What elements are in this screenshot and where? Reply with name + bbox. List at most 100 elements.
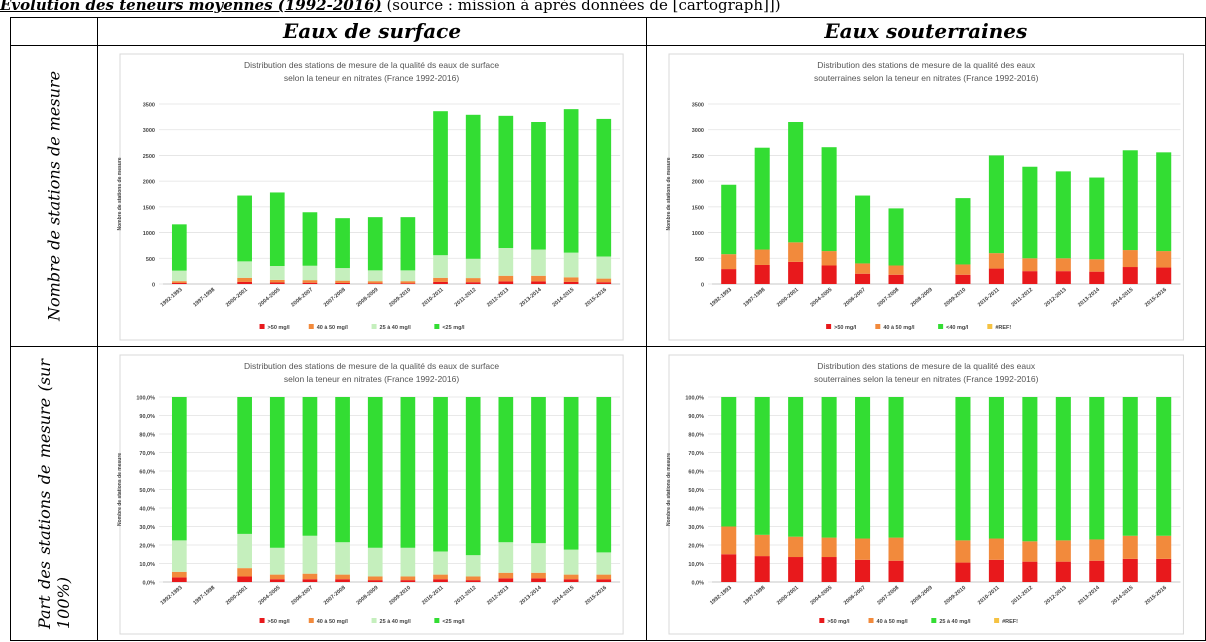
x-tick-label: 2011-2012	[1010, 585, 1034, 606]
y-tick-label: 0,0%	[691, 581, 704, 587]
bar-segment	[754, 264, 770, 284]
y-tick-label: 80,0%	[688, 433, 704, 439]
x-tick-label: 2008-2009	[356, 585, 380, 607]
x-tick-label: 2007-2008	[323, 287, 347, 309]
bar-segment	[400, 270, 416, 282]
bar-segment	[720, 184, 736, 255]
bar-segment	[498, 275, 514, 282]
x-tick-label: 2013-2014	[1077, 584, 1102, 606]
corner-cell	[9, 17, 99, 46]
y-tick-label: 2000	[143, 180, 155, 186]
y-tick-label: 60,0%	[688, 470, 704, 476]
bar-segment	[335, 579, 351, 582]
bar-segment	[821, 537, 837, 558]
y-tick-label: 1000	[691, 231, 703, 237]
bar-segment	[172, 281, 188, 283]
x-tick-label: 1992-1993	[160, 585, 184, 607]
x-tick-label: 2006-2007	[842, 585, 866, 607]
row-label-count: Nombre de stations de mesure	[44, 70, 64, 322]
y-tick-label: 90,0%	[140, 414, 156, 420]
bar-segment	[720, 554, 736, 582]
bar-segment	[888, 560, 904, 582]
y-tick-label: 30,0%	[140, 525, 156, 531]
y-axis-title: Nombre de stations de mesure	[666, 453, 672, 526]
bar-segment	[531, 275, 547, 282]
bar-segment	[368, 281, 384, 284]
bar-segment	[564, 109, 579, 253]
bar-segment	[1088, 397, 1104, 540]
x-tick-label: 2008-2009	[909, 287, 933, 309]
legend-swatch	[993, 618, 999, 623]
bar-segment	[1155, 251, 1171, 268]
bar-segment	[466, 278, 481, 283]
x-tick-label: 2000-2001	[775, 287, 799, 309]
bar-segment	[564, 277, 579, 282]
bar-segment	[466, 555, 481, 577]
bar-segment	[303, 573, 318, 580]
bar-segment	[498, 281, 514, 284]
x-tick-label: 2010-2011	[421, 287, 445, 308]
bar-segment	[596, 278, 612, 283]
bar-segment	[821, 251, 837, 266]
bar-segment	[172, 571, 188, 578]
bar-segment	[400, 547, 416, 577]
column-header-surface: Eaux de surface	[97, 17, 647, 46]
x-tick-label: 2012-2013	[487, 287, 511, 309]
chart-title-line: Distribution des stations de mesure de l…	[244, 361, 499, 371]
x-tick-label: 2012-2013	[1043, 585, 1067, 607]
bar-segment	[172, 270, 188, 282]
legend-swatch	[937, 324, 943, 329]
bar-segment	[335, 280, 351, 283]
bar-segment	[1055, 561, 1071, 582]
bar-segment	[368, 580, 384, 582]
y-tick-label: 10,0%	[140, 562, 156, 568]
bar-segment	[854, 273, 870, 284]
x-tick-label: 2000-2001	[225, 585, 249, 607]
chart-title-line: selon la teneur en nitrates (France 1992…	[284, 73, 459, 83]
legend-label: 40 à 50 mg/l	[317, 619, 349, 625]
bar-segment	[787, 122, 803, 243]
legend-label: >50 mg/l	[834, 325, 857, 331]
y-tick-label: 0,0%	[143, 581, 156, 587]
bar-segment	[498, 115, 514, 248]
chart-title-line: selon la teneur en nitrates (France 1992…	[284, 374, 459, 384]
y-tick-label: 0	[701, 283, 704, 289]
chart-frame	[668, 53, 1184, 341]
bar-segment	[303, 282, 318, 284]
bar-segment	[400, 281, 416, 284]
page-title: Évolution des teneurs moyennes (1992-201…	[0, 0, 382, 14]
x-tick-label: 1992-1993	[709, 287, 733, 309]
bar-segment	[172, 224, 188, 271]
bar-segment	[1155, 267, 1171, 284]
bar-segment	[1088, 271, 1104, 284]
x-tick-label: 2011-2012	[454, 585, 478, 606]
chart-title-line: souterraines selon la teneur en nitrates…	[814, 73, 1039, 83]
bar-segment	[498, 248, 514, 276]
bar-segment	[433, 397, 449, 552]
y-tick-label: 20,0%	[688, 544, 704, 550]
bar-segment	[854, 397, 870, 539]
legend-swatch	[434, 324, 440, 329]
bar-segment	[596, 118, 612, 257]
legend-swatch	[874, 324, 880, 329]
bar-segment	[988, 397, 1004, 539]
bar-segment	[564, 574, 579, 580]
legend-swatch	[986, 324, 992, 329]
bar-segment	[720, 254, 736, 270]
bar-segment	[854, 538, 870, 560]
bar-segment	[335, 397, 351, 543]
bar-segment	[564, 549, 579, 575]
bar-segment	[787, 261, 803, 284]
bar-segment	[335, 268, 351, 281]
legend-swatch	[372, 618, 378, 623]
bar-segment	[954, 274, 971, 284]
x-tick-label: 2012-2013	[1043, 287, 1067, 309]
row-label-cell-count: Nombre de stations de mesure	[9, 45, 99, 347]
y-tick-label: 2500	[143, 154, 155, 160]
legend-label: 40 à 50 mg/l	[317, 325, 349, 331]
legend-label: 40 à 50 mg/l	[883, 325, 915, 331]
chart-surface-count-box: Distribution des stations de mesure de l…	[99, 47, 645, 346]
bar-segment	[303, 535, 318, 574]
bar-segment	[1088, 539, 1104, 561]
y-tick-label: 50,0%	[140, 488, 156, 494]
